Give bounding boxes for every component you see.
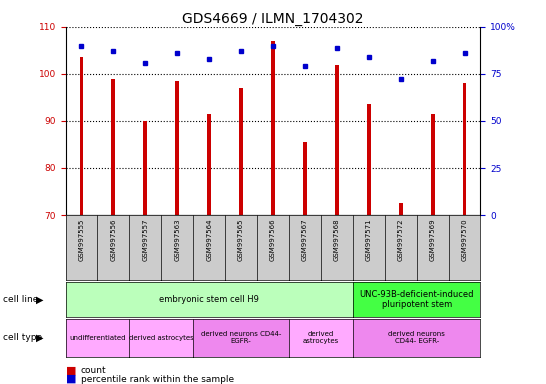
Bar xyxy=(303,142,307,215)
Bar xyxy=(462,83,466,215)
Bar xyxy=(335,65,339,215)
Text: derived astrocytes: derived astrocytes xyxy=(129,335,194,341)
Bar xyxy=(144,121,147,215)
Text: cell line: cell line xyxy=(3,295,38,304)
Text: GSM997570: GSM997570 xyxy=(461,218,467,261)
Text: undifferentiated: undifferentiated xyxy=(69,335,126,341)
Text: GSM997568: GSM997568 xyxy=(334,218,340,261)
Bar xyxy=(80,58,84,215)
Bar xyxy=(271,41,275,215)
Text: cell type: cell type xyxy=(3,333,42,343)
Text: GSM997564: GSM997564 xyxy=(206,218,212,261)
Text: GSM997556: GSM997556 xyxy=(110,218,116,261)
Text: count: count xyxy=(81,366,106,375)
Text: GSM997555: GSM997555 xyxy=(79,218,85,261)
Bar xyxy=(367,104,371,215)
Bar xyxy=(175,81,179,215)
Text: ■: ■ xyxy=(66,365,76,375)
Text: UNC-93B-deficient-induced
pluripotent stem: UNC-93B-deficient-induced pluripotent st… xyxy=(359,290,474,309)
Text: GSM997563: GSM997563 xyxy=(174,218,180,261)
Bar xyxy=(239,88,243,215)
Bar xyxy=(111,79,115,215)
Title: GDS4669 / ILMN_1704302: GDS4669 / ILMN_1704302 xyxy=(182,12,364,26)
Text: ▶: ▶ xyxy=(36,295,44,305)
Text: ▶: ▶ xyxy=(36,333,44,343)
Text: GSM997569: GSM997569 xyxy=(430,218,436,261)
Bar xyxy=(431,114,435,215)
Bar xyxy=(399,203,402,215)
Text: GSM997571: GSM997571 xyxy=(366,218,372,261)
Text: GSM997557: GSM997557 xyxy=(143,218,149,261)
Bar xyxy=(207,114,211,215)
Text: GSM997565: GSM997565 xyxy=(238,218,244,261)
Text: percentile rank within the sample: percentile rank within the sample xyxy=(81,374,234,384)
Text: GSM997572: GSM997572 xyxy=(397,218,403,261)
Text: ■: ■ xyxy=(66,374,76,384)
Text: embryonic stem cell H9: embryonic stem cell H9 xyxy=(159,295,259,304)
Text: derived
astrocytes: derived astrocytes xyxy=(302,331,339,344)
Text: derived neurons
CD44- EGFR-: derived neurons CD44- EGFR- xyxy=(388,331,445,344)
Text: GSM997566: GSM997566 xyxy=(270,218,276,261)
Text: GSM997567: GSM997567 xyxy=(302,218,308,261)
Text: derived neurons CD44-
EGFR-: derived neurons CD44- EGFR- xyxy=(201,331,281,344)
